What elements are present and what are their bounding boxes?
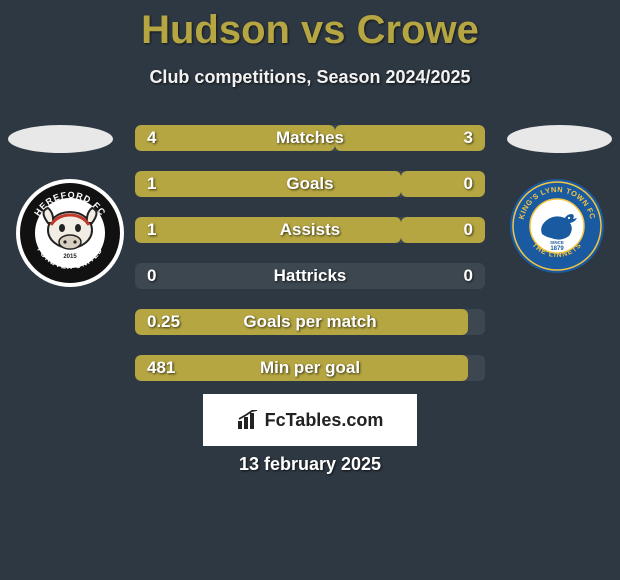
stat-label: Assists	[135, 217, 485, 243]
chart-icon	[237, 410, 259, 430]
stat-label: Matches	[135, 125, 485, 151]
stat-label: Goals per match	[135, 309, 485, 335]
footer-brand: FcTables.com	[237, 410, 384, 431]
stat-row: 0.25 Goals per match	[135, 309, 485, 335]
stat-row: 4 Matches 3	[135, 125, 485, 151]
player-silhouette-right	[507, 125, 612, 153]
stat-bars: 4 Matches 3 1 Goals 0 1 Assists 0 0 Hatt…	[135, 125, 485, 401]
stat-value-right: 3	[452, 125, 485, 151]
subtitle: Club competitions, Season 2024/2025	[0, 67, 620, 88]
stat-row: 0 Hattricks 0	[135, 263, 485, 289]
stat-label: Min per goal	[135, 355, 485, 381]
stat-label: Goals	[135, 171, 485, 197]
stat-row: 481 Min per goal	[135, 355, 485, 381]
footer-brand-text: FcTables.com	[265, 410, 384, 431]
stat-row: 1 Assists 0	[135, 217, 485, 243]
crest-left-year: 2015	[63, 254, 77, 260]
crest-right-since-year: 1879	[550, 246, 564, 252]
crest-right-since-label: SINCE	[550, 240, 564, 245]
date-text: 13 february 2025	[0, 454, 620, 475]
crest-hereford: HEREFORD FC FOREVER UNITED 2015	[15, 178, 125, 293]
page-title: Hudson vs Crowe	[0, 0, 620, 53]
stat-value-right: 0	[452, 217, 485, 243]
stat-row: 1 Goals 0	[135, 171, 485, 197]
stat-value-right: 0	[452, 171, 485, 197]
footer-brand-box: FcTables.com	[203, 394, 417, 446]
stat-label: Hattricks	[135, 263, 485, 289]
player-silhouette-left	[8, 125, 113, 153]
crest-kings-lynn: KING'S LYNN TOWN FC THE LINNETS SINCE 18…	[509, 178, 605, 279]
stat-value-right: 0	[452, 263, 485, 289]
